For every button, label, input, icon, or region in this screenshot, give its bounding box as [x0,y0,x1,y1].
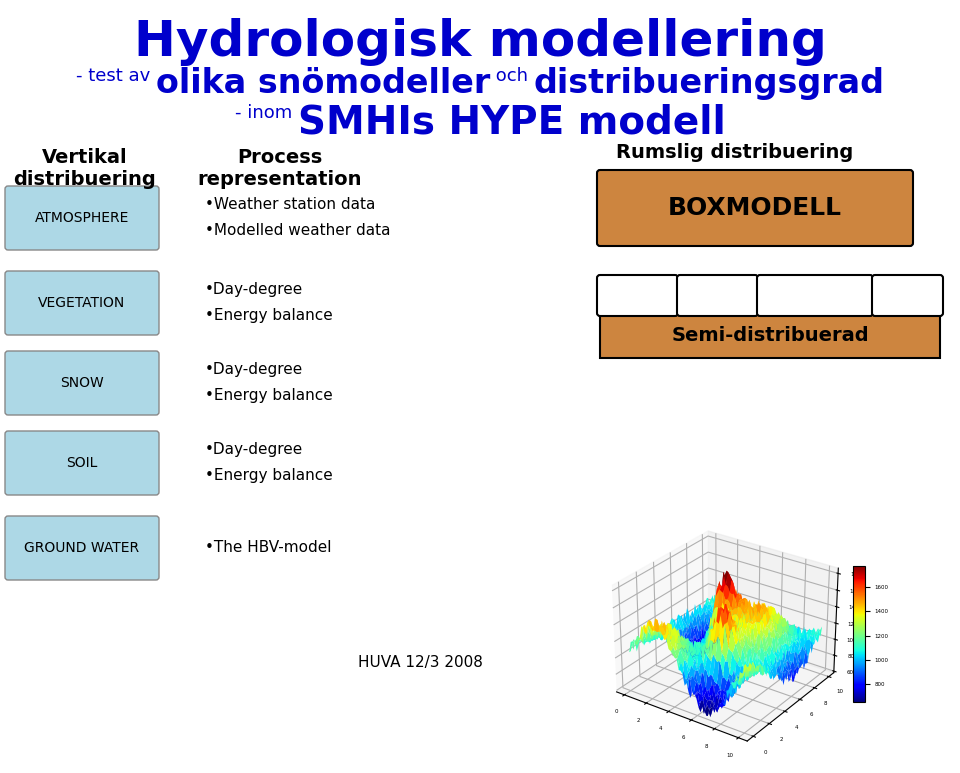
Text: - test av: - test av [76,67,156,85]
Text: VEGETATION: VEGETATION [38,296,126,310]
Text: olika snömodeller: olika snömodeller [156,67,490,100]
Text: GROUND WATER: GROUND WATER [24,541,139,555]
Text: Distribuerad: Distribuerad [682,665,828,685]
Text: Rumslig distribuering: Rumslig distribuering [616,143,853,162]
FancyBboxPatch shape [5,186,159,250]
Text: •Energy balance: •Energy balance [205,468,333,483]
Text: Process
representation: Process representation [198,148,362,189]
Text: Hydrologisk modellering: Hydrologisk modellering [133,18,827,66]
Text: •Energy balance: •Energy balance [205,308,333,323]
FancyBboxPatch shape [5,516,159,580]
Text: Semi-distribuerad: Semi-distribuerad [671,326,869,345]
Text: •Modelled weather data: •Modelled weather data [205,223,391,238]
FancyBboxPatch shape [5,431,159,495]
Text: och: och [490,67,534,85]
Text: distribueringsgrad: distribueringsgrad [534,67,884,100]
Text: •Energy balance: •Energy balance [205,388,333,403]
Text: •Weather station data: •Weather station data [205,197,375,212]
Text: ATMOSPHERE: ATMOSPHERE [35,211,130,225]
Text: •Day-degree: •Day-degree [205,442,303,457]
Text: SMHIs HYPE modell: SMHIs HYPE modell [298,104,726,142]
Text: Vertikal
distribuering: Vertikal distribuering [13,148,156,189]
FancyBboxPatch shape [677,275,758,316]
Text: •Day-degree: •Day-degree [205,282,303,297]
FancyBboxPatch shape [5,271,159,335]
FancyBboxPatch shape [872,275,943,316]
Text: HUVA 12/3 2008: HUVA 12/3 2008 [357,655,483,670]
FancyBboxPatch shape [597,275,678,316]
Text: - inom: - inom [234,104,298,122]
FancyBboxPatch shape [597,170,913,246]
Text: BOXMODELL: BOXMODELL [668,196,842,220]
FancyBboxPatch shape [757,275,873,316]
Text: SNOW: SNOW [60,376,104,390]
Text: •The HBV-model: •The HBV-model [205,540,331,555]
Text: •Day-degree: •Day-degree [205,362,303,377]
Bar [600,313,940,358]
Text: SOIL: SOIL [66,456,98,470]
FancyBboxPatch shape [5,351,159,415]
